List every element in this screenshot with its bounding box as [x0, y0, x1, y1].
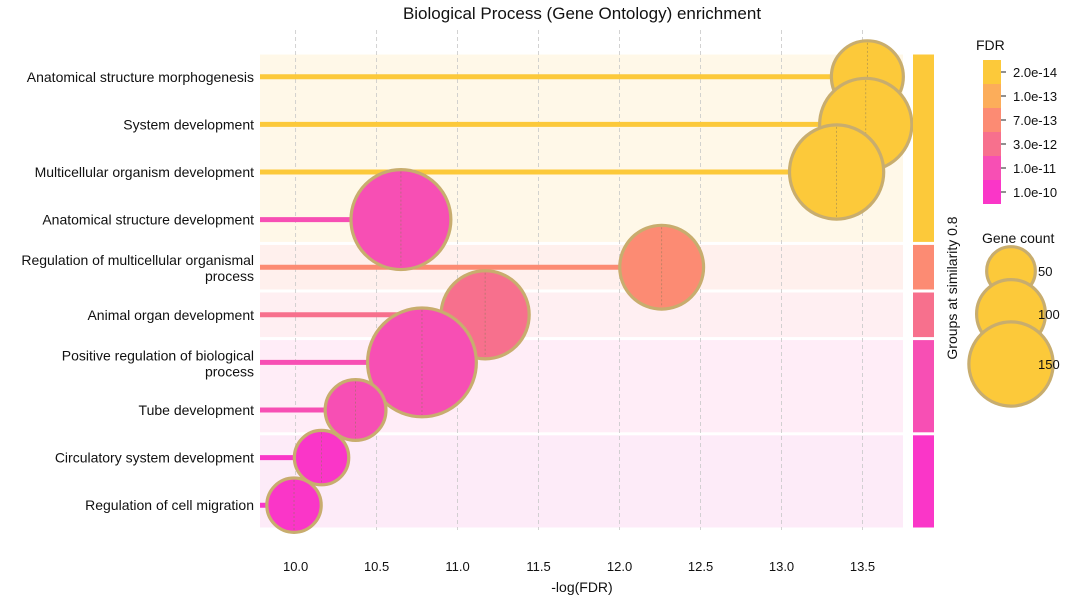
- gene-count-legend-label: 100: [1038, 307, 1060, 322]
- x-tick-label: 10.5: [364, 559, 389, 574]
- group-axis-label: Groups at similarity 0.8: [944, 216, 960, 359]
- fdr-legend-swatch: [983, 60, 1001, 84]
- fdr-legend-label: 1.0e-10: [1013, 185, 1057, 200]
- x-tick-label: 11.5: [526, 559, 550, 574]
- term-label: System development: [123, 116, 254, 132]
- fdr-legend-label: 3.0e-12: [1013, 137, 1057, 152]
- term-label: Positive regulation of biological process: [62, 347, 254, 379]
- fdr-legend: 2.0e-14 1.0e-13 7.0e-13 3.0e-12 1.0e-11 1.0e-…: [983, 60, 1057, 204]
- group-bar-2: [913, 244, 934, 290]
- x-tick-label: 13.0: [769, 559, 794, 574]
- chart-title: Biological Process (Gene Ontology) enric…: [403, 4, 761, 23]
- x-tick-label: 12.5: [688, 559, 713, 574]
- group-color-bar: [913, 54, 934, 528]
- x-tick-label: 10.0: [283, 559, 308, 574]
- x-tick-label: 13.5: [850, 559, 875, 574]
- y-axis-labels: Anatomical structure morphogenesis System…: [21, 69, 254, 513]
- fdr-legend-label: 7.0e-13: [1013, 113, 1057, 128]
- gene-count-legend-label: 50: [1038, 264, 1052, 279]
- term-label: Anatomical structure morphogenesis: [27, 69, 254, 85]
- fdr-legend-swatch: [983, 84, 1001, 108]
- group-bar-1: [913, 54, 934, 242]
- group-bar-5: [913, 435, 934, 528]
- x-axis-label: -log(FDR): [551, 579, 612, 595]
- fdr-legend-swatch: [983, 108, 1001, 132]
- group-bar-3: [913, 292, 934, 338]
- term-label: Circulatory system development: [55, 450, 254, 466]
- fdr-legend-label: 1.0e-11: [1013, 161, 1056, 176]
- group-band-5: [260, 435, 903, 528]
- lollipop-dot: [349, 168, 453, 272]
- term-label: Regulation of cell migration: [85, 497, 254, 513]
- x-tick-label: 12.0: [607, 559, 632, 574]
- group-bar-4: [913, 340, 934, 433]
- term-label: Tube development: [139, 402, 255, 418]
- fdr-legend-swatch: [983, 180, 1001, 204]
- term-label: Multicellular organism development: [35, 164, 255, 180]
- gene-count-legend-title: Gene count: [982, 230, 1054, 246]
- gene-count-legend: 50 100 150: [967, 245, 1060, 408]
- gene-count-legend-label: 150: [1038, 357, 1060, 372]
- x-tick-label: 11.0: [445, 559, 469, 574]
- term-label: Animal organ development: [87, 307, 254, 323]
- fdr-legend-swatch: [983, 132, 1001, 156]
- fdr-legend-swatch: [983, 156, 1001, 180]
- gene-count-legend-marker: [967, 320, 1055, 408]
- group-bands: [260, 54, 903, 528]
- fdr-legend-title: FDR: [976, 37, 1005, 53]
- lollipop-dot: [618, 223, 706, 311]
- term-label: Anatomical structure development: [42, 212, 254, 228]
- fdr-legend-label: 1.0e-13: [1013, 89, 1057, 104]
- x-axis-ticks: 10.0 10.5 11.0 11.5 12.0 12.5 13.0 13.5: [283, 559, 875, 574]
- fdr-legend-label: 2.0e-14: [1013, 65, 1057, 80]
- term-label: Regulation of multicellular organismal pr…: [21, 252, 254, 284]
- lollipop-dots: [265, 39, 914, 534]
